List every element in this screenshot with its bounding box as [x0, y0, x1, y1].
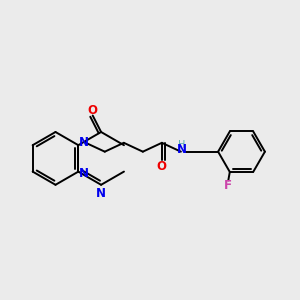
Text: N: N	[79, 167, 89, 180]
Text: O: O	[88, 103, 98, 117]
Text: H: H	[178, 140, 185, 150]
Text: O: O	[157, 160, 167, 173]
Text: F: F	[224, 179, 232, 192]
Text: N: N	[96, 187, 106, 200]
Text: N: N	[79, 136, 89, 149]
Text: N: N	[176, 143, 187, 156]
